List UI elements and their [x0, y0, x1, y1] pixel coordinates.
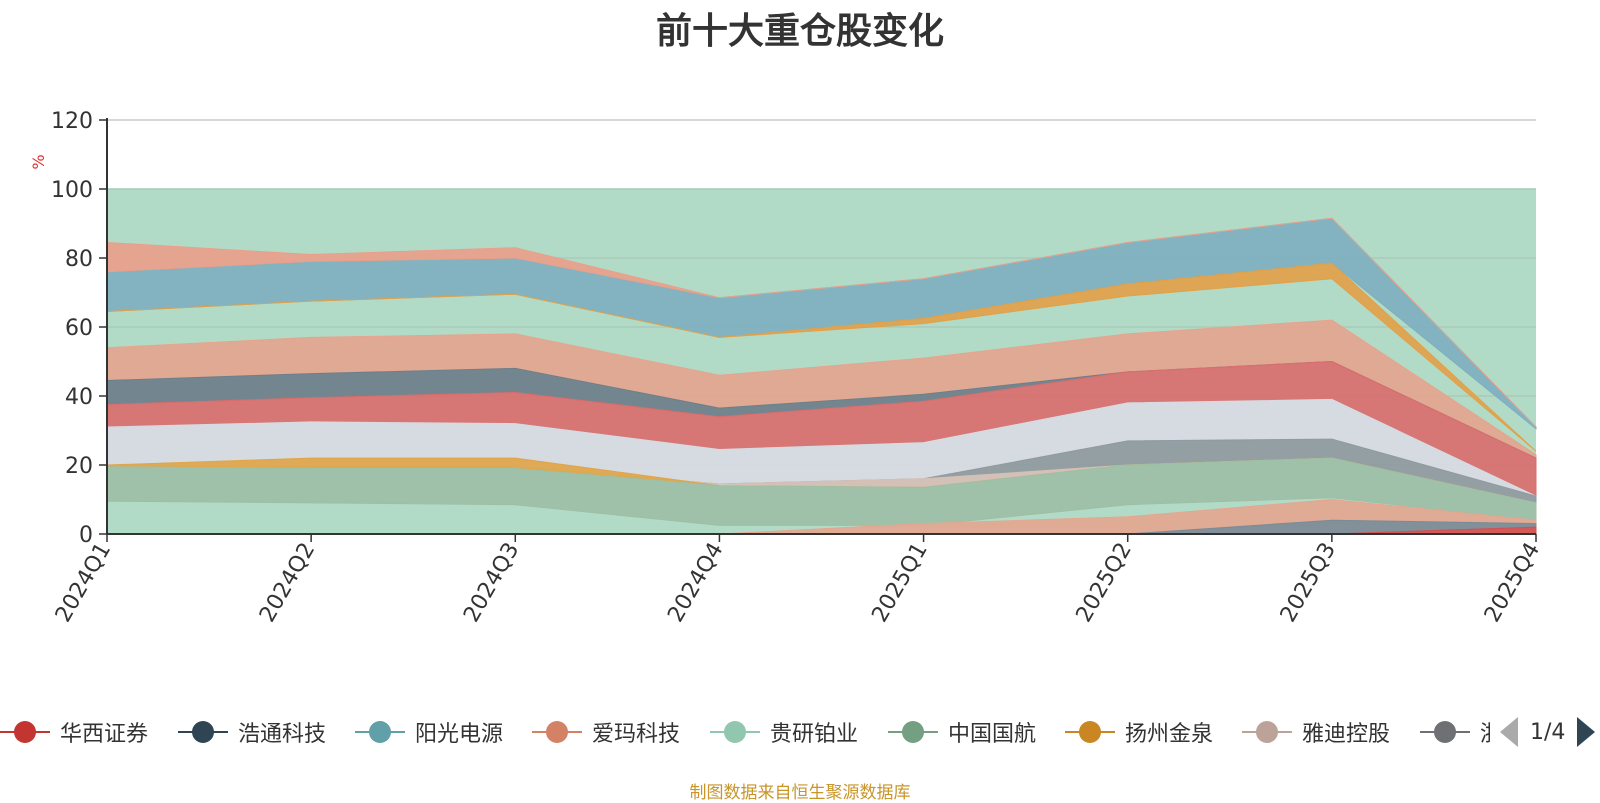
- legend-item[interactable]: 浩通科技: [178, 712, 326, 752]
- y-tick-label: 20: [65, 454, 93, 479]
- legend-label: 华西证券: [60, 722, 149, 747]
- legend-prev-page-icon[interactable]: [1500, 717, 1518, 747]
- legend-marker-icon: [0, 717, 50, 747]
- legend-item[interactable]: 爱玛科技: [532, 712, 680, 752]
- area-layer-2: [106, 262, 1537, 452]
- legend-item[interactable]: 扬州金泉: [1065, 712, 1213, 752]
- y-tick-label: 0: [79, 523, 93, 548]
- legend-marker-icon: [532, 717, 582, 747]
- chart-plot: 0 20 40 60 80 100 120% 2024Q1 2024Q2 2024Q3 2024Q4…: [29, 109, 1545, 627]
- x-tick-label: 2024Q1: [51, 539, 116, 627]
- x-tick-label: 2025Q1: [867, 539, 932, 627]
- legend-marker-icon: [1065, 717, 1115, 747]
- chart-title: 前十大重仓股变化: [655, 11, 944, 52]
- x-tick-label: 2024Q2: [255, 539, 320, 627]
- legend-label: 扬州金泉: [1125, 722, 1214, 747]
- y-axis-unit: %: [29, 154, 48, 169]
- legend-label: 爱玛科技: [592, 722, 681, 747]
- source-note: 制图数据来自恒生聚源数据库: [689, 783, 911, 803]
- legend-marker-icon: [355, 717, 405, 747]
- legend-page-indicator: 1/4: [1530, 719, 1566, 745]
- legend-label: 浙: [1480, 716, 1490, 748]
- y-tick-label: 40: [65, 385, 93, 410]
- legend-marker-icon: [178, 717, 228, 747]
- legend-item[interactable]: 华西证券: [0, 712, 148, 752]
- y-tick-label: 80: [65, 247, 93, 272]
- legend-next-page-icon[interactable]: [1577, 717, 1596, 747]
- x-tick-label: 2024Q4: [663, 539, 728, 627]
- y-tick-label: 100: [51, 178, 93, 203]
- legend-marker-icon: [710, 717, 760, 747]
- y-tick-label: 120: [51, 109, 93, 134]
- legend-pager: 1/4: [1500, 714, 1596, 750]
- x-tick-label: 2025Q4: [1480, 539, 1545, 627]
- legend: 华西证券 浩通科技 阳光电源 爱玛科技 贵研铂业 中国国航 扬州金泉 雅迪控股 浙: [0, 712, 1490, 752]
- legend-marker-icon: [1242, 717, 1292, 747]
- legend-label: 贵研铂业: [770, 722, 859, 747]
- legend-item[interactable]: 贵研铂业: [710, 712, 858, 752]
- area-layer-1: [106, 217, 1537, 428]
- legend-label: 中国国航: [948, 722, 1037, 747]
- legend-marker-icon: [1420, 717, 1470, 747]
- x-tick-label: 2024Q3: [459, 539, 524, 627]
- legend-item[interactable]: 雅迪控股: [1242, 712, 1390, 752]
- legend-label: 阳光电源: [415, 722, 504, 747]
- y-tick-label: 60: [65, 316, 93, 341]
- legend-label: 雅迪控股: [1302, 722, 1391, 747]
- legend-marker-icon: [888, 717, 938, 747]
- x-tick-label: 2025Q3: [1276, 539, 1341, 627]
- legend-label: 浩通科技: [238, 722, 327, 747]
- legend-item[interactable]: 阳光电源: [355, 712, 503, 752]
- legend-item[interactable]: 浙: [1420, 712, 1490, 752]
- legend-item[interactable]: 中国国航: [888, 712, 1036, 752]
- x-tick-label: 2025Q2: [1072, 539, 1137, 627]
